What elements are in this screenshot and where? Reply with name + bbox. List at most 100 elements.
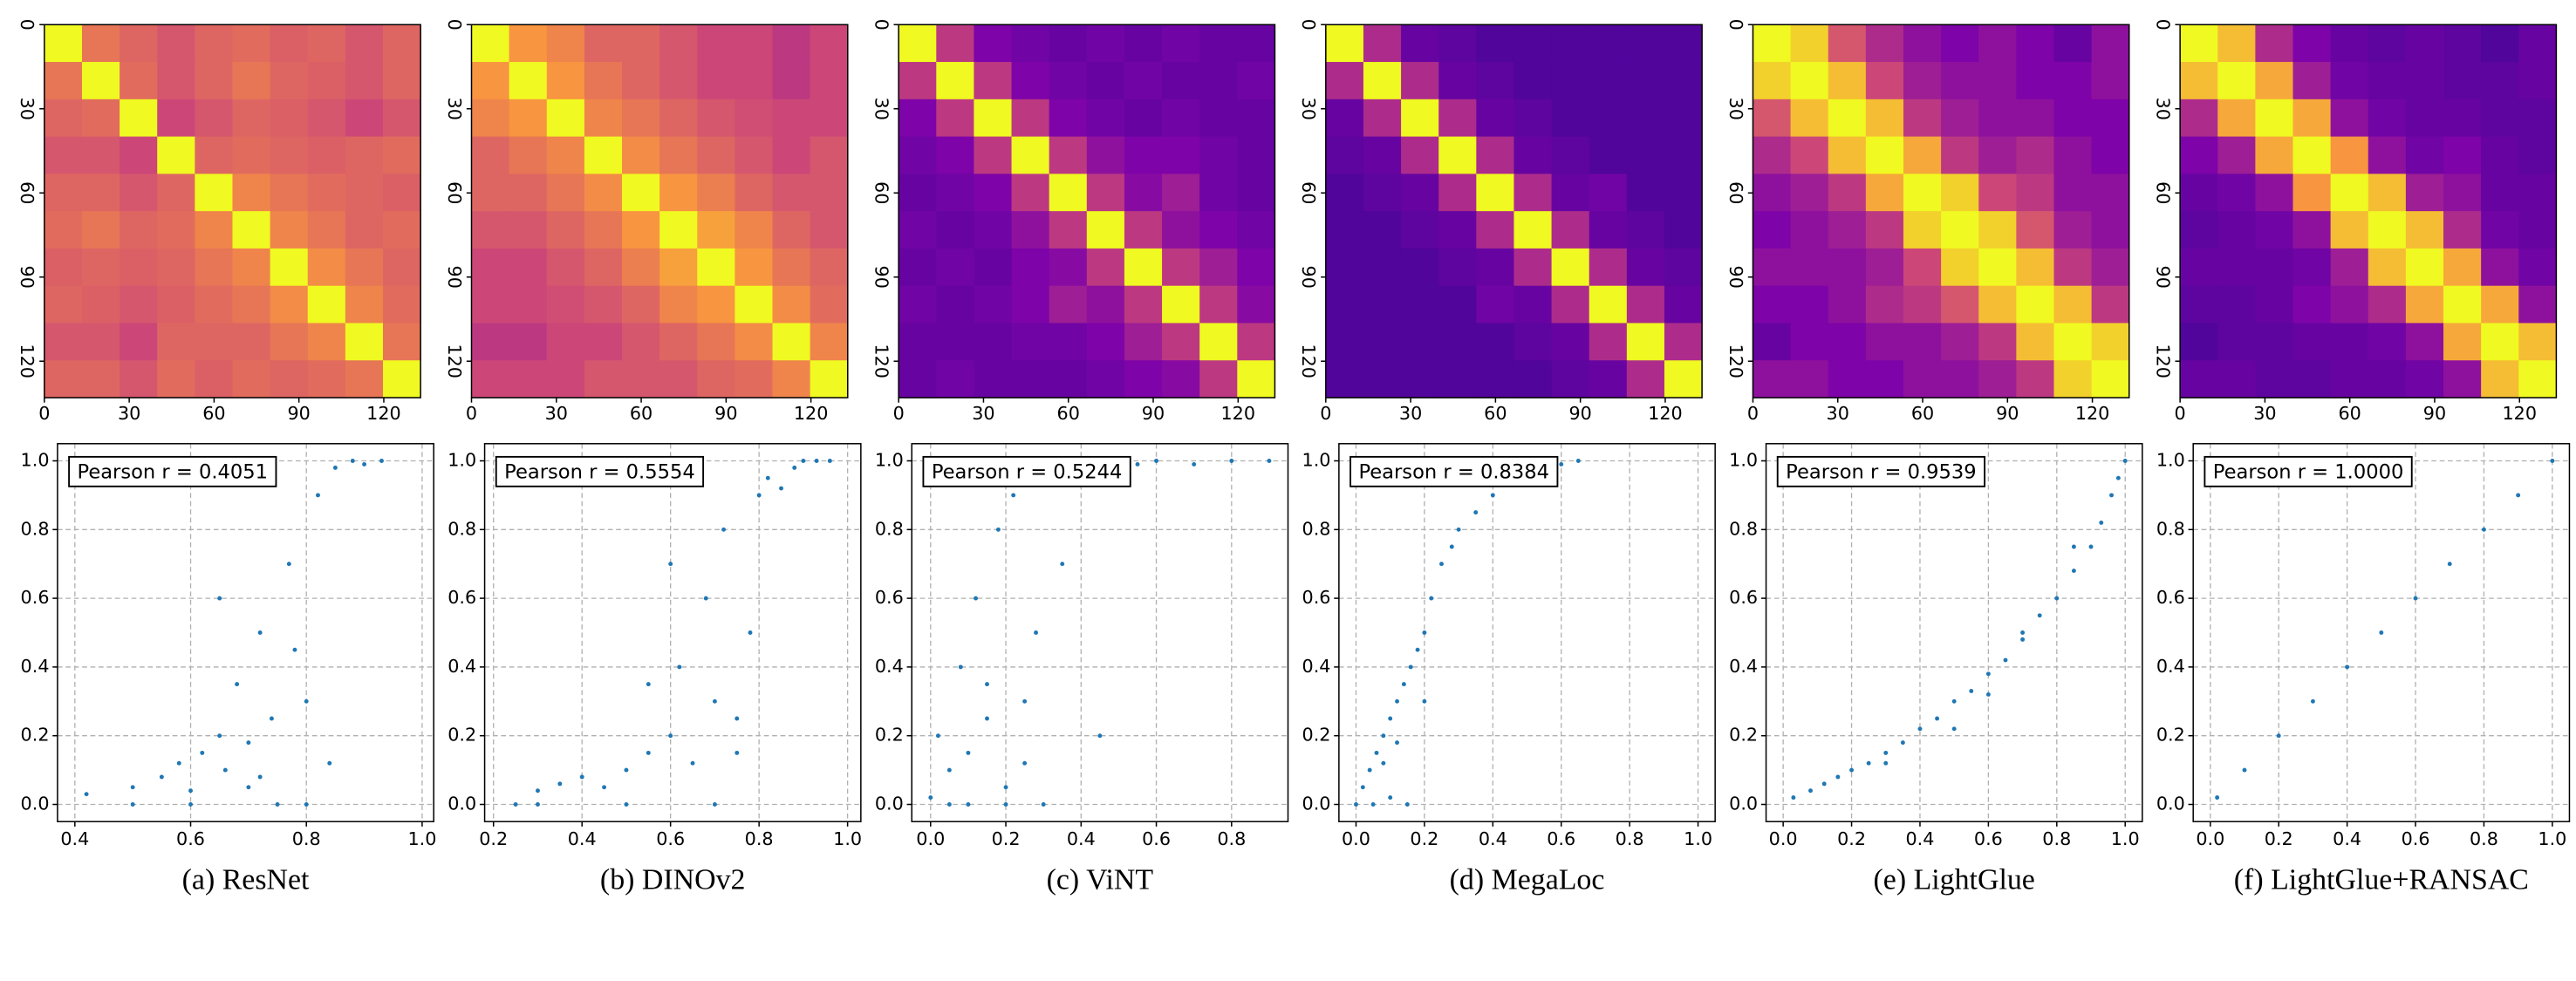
y-tick-label: 0.6 <box>875 587 904 608</box>
scatter-point <box>275 802 280 807</box>
scatter-point <box>1490 493 1495 498</box>
heat-cell <box>1049 62 1088 100</box>
heat-cell <box>2292 285 2332 324</box>
x-tick-label: 0.6 <box>2402 828 2430 849</box>
heat-cell <box>232 136 271 174</box>
heat-cell <box>1790 360 1829 399</box>
heat-cell <box>2292 99 2332 138</box>
heat-cell <box>622 99 660 138</box>
heat-cell <box>1438 24 1477 63</box>
y-tick-label: 0.6 <box>2156 587 2185 608</box>
heat-cell <box>1903 248 1942 287</box>
heat-cell <box>1237 360 1275 399</box>
heat-cell <box>1941 99 1979 138</box>
heat-cell <box>2518 285 2557 324</box>
annotation-box <box>2204 455 2413 487</box>
x-tick-label: 0.8 <box>1616 828 1644 849</box>
x-tick-label: 0.4 <box>1905 828 1934 849</box>
heat-cell <box>584 211 623 249</box>
heat-cell <box>270 248 309 287</box>
scatter-point <box>1395 740 1399 746</box>
heat-cell <box>270 62 309 100</box>
heat-cell <box>899 360 937 399</box>
heat-cell <box>120 323 158 361</box>
heat-cell <box>2443 62 2482 100</box>
heat-cell <box>1199 211 1238 249</box>
heat-cell <box>622 136 660 174</box>
heat-cell <box>1551 62 1590 100</box>
scatter-point <box>1439 562 1444 567</box>
heat-cell <box>546 323 585 361</box>
x-tick-label: 120 <box>2502 403 2537 424</box>
heatmap-frame <box>470 24 849 399</box>
scatter-point <box>2413 596 2418 601</box>
heat-cell <box>1551 99 1590 138</box>
axes-frame <box>1338 443 1716 822</box>
y-tick-label: 120 <box>2152 344 2173 378</box>
scatter-point <box>946 802 952 807</box>
heat-cell <box>2481 323 2519 361</box>
heat-cell <box>1237 136 1275 174</box>
heatmap-frame <box>1325 24 1703 399</box>
heat-cell <box>2016 62 2055 100</box>
heat-cell <box>1011 174 1050 212</box>
scatter-point <box>200 750 205 755</box>
heat-cell <box>1199 174 1238 212</box>
heat-cell <box>974 211 1013 249</box>
heat-cell <box>195 136 234 174</box>
y-tick-label: 90 <box>1298 266 1319 289</box>
scatter-point <box>801 459 806 463</box>
heat-cell <box>1828 360 1867 399</box>
scatter-point <box>995 527 1001 532</box>
heat-cell <box>157 248 195 287</box>
scatter-point <box>350 459 355 463</box>
heat-cell <box>195 248 234 287</box>
scatter-point <box>748 630 753 635</box>
axes-frame <box>2192 443 2571 822</box>
scatter-point <box>292 647 297 652</box>
heat-cell <box>157 211 195 249</box>
scatter-point <box>159 774 164 780</box>
heat-cell <box>1199 99 1238 138</box>
scatter-point <box>712 698 717 704</box>
heat-cell <box>1237 211 1275 249</box>
scatter-point <box>1985 691 1991 697</box>
heat-cell <box>1589 62 1628 100</box>
heat-cell <box>120 136 158 174</box>
heat-cell <box>1790 174 1829 212</box>
scatter-point <box>362 461 367 467</box>
heat-cell <box>1086 211 1125 249</box>
heat-cell <box>2368 248 2407 287</box>
heat-cell <box>659 24 698 63</box>
heat-cell <box>44 174 83 212</box>
heat-cell <box>622 360 660 399</box>
heat-cell <box>899 136 937 174</box>
heat-cell <box>2368 136 2407 174</box>
heat-cell <box>2443 211 2482 249</box>
scatter-point <box>985 716 989 721</box>
heat-cell <box>1325 360 1364 399</box>
heat-cell <box>810 174 849 212</box>
heat-cell <box>2091 136 2130 174</box>
heat-cell <box>1476 174 1515 212</box>
heat-cell <box>195 24 234 63</box>
heat-cell <box>1903 174 1942 212</box>
heat-cell <box>1941 285 1979 324</box>
heat-cell <box>974 136 1013 174</box>
y-tick-label: 90 <box>1725 266 1746 289</box>
heat-cell <box>2180 285 2218 324</box>
heat-cell <box>307 99 346 138</box>
x-tick-label: 1.0 <box>1684 828 1712 849</box>
heat-cell <box>232 211 271 249</box>
y-tick-label: 0.0 <box>448 794 476 814</box>
scatter-point <box>2088 544 2094 549</box>
scatter-point <box>304 698 309 704</box>
scatter-point <box>316 493 320 498</box>
heat-cell <box>1325 323 1364 361</box>
y-tick-label: 0 <box>1298 19 1319 31</box>
heat-cell <box>1162 248 1200 287</box>
heat-cell <box>1865 211 1904 249</box>
scatter-point <box>779 486 783 491</box>
heat-cell <box>2405 62 2444 100</box>
heat-cell <box>1438 62 1477 100</box>
